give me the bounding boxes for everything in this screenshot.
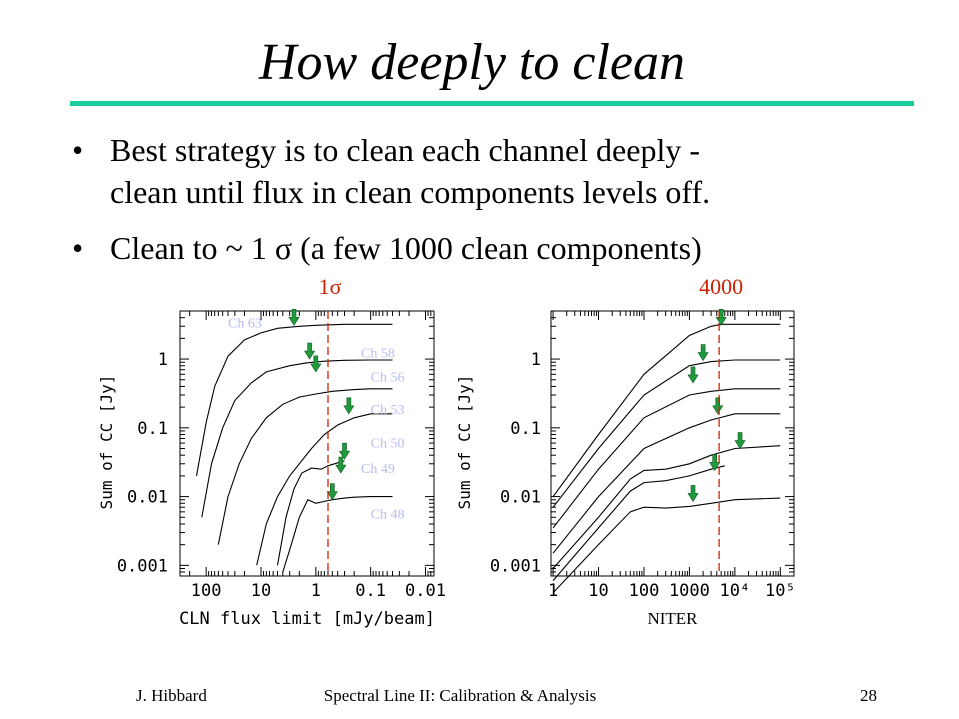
arrow-marker (326, 483, 338, 501)
marker-label: 4000 (699, 274, 743, 299)
y-tick-label: 0.01 (500, 488, 541, 508)
x-tick-label: 10 (251, 581, 271, 601)
x-tick-label: 100 (629, 581, 660, 601)
arrow-marker (288, 308, 300, 326)
arrow-marker (335, 456, 347, 474)
x-tick-label: 10⁴ (720, 581, 751, 601)
bullet-1-line-2: clean until flux in clean components lev… (110, 174, 711, 210)
bullet-1-line-1: Best strategy is to clean each channel d… (110, 132, 700, 168)
plot-frame (550, 310, 795, 577)
bullet-dot: • (72, 132, 84, 168)
channel-label: Ch 58 (361, 347, 395, 362)
chart-2: 1 10 100 1000 10⁴ 10⁵ 0.001 0.01 0.1 1 NITER Sum of… (455, 274, 796, 628)
y-axis-label: Sum of CC [Jy] (97, 375, 116, 510)
title-rule (70, 101, 914, 106)
footer-author: J. Hibbard (136, 686, 207, 705)
charts: 100 10 1 0.1 0.01 0.001 0.01 0.1 1 CLN flux limit… (97, 274, 796, 629)
footer-course: Spectral Line II: Calibration & Analysis (323, 686, 597, 705)
channel-label: Ch 48 (371, 508, 405, 523)
channel-label: Ch 63 (228, 316, 262, 331)
series-line-7 (552, 497, 781, 594)
series-line-1 (552, 323, 781, 497)
series-line-6 (282, 496, 393, 573)
series-line-5 (552, 445, 781, 569)
arrow-marker (709, 454, 721, 472)
series-line-2 (201, 359, 393, 518)
x-tick-label: 100 (191, 581, 222, 601)
y-tick-label: 0.1 (137, 419, 168, 439)
x-tick-label: 0.1 (355, 581, 386, 601)
x-tick-label: 1000 (669, 581, 710, 601)
arrow-marker (697, 344, 709, 362)
arrow-marker (310, 355, 322, 373)
channel-label: Ch 53 (371, 403, 405, 418)
x-tick-label: 10 (588, 581, 608, 601)
bullet-2-line-1: Clean to ~ 1 σ (a few 1000 clean compone… (110, 230, 702, 266)
series-line-3 (552, 388, 781, 529)
series-line-4 (552, 413, 781, 554)
x-tick-label: 0.01 (405, 581, 446, 601)
series-line-6 (552, 465, 725, 581)
series-line-5 (276, 460, 345, 566)
arrow-marker (304, 342, 316, 360)
x-axis-label: NITER (647, 609, 698, 628)
y-tick-label: 1 (531, 350, 541, 370)
y-tick-label: 0.1 (510, 419, 541, 439)
series-line-1 (195, 323, 393, 476)
y-tick-label: 0.01 (127, 488, 168, 508)
x-tick-label: 1 (311, 581, 321, 601)
y-axis-label: Sum of CC [Jy] (455, 375, 474, 510)
y-tick-label: 1 (158, 350, 168, 370)
x-axis-label: CLN flux limit [mJy/beam] (179, 609, 435, 629)
arrow-marker (343, 397, 355, 415)
arrow-marker (734, 432, 746, 450)
arrow-marker (712, 397, 724, 415)
marker-label: 1σ (319, 274, 342, 299)
chart-1: 100 10 1 0.1 0.01 0.001 0.01 0.1 1 CLN flux limit… (97, 274, 446, 629)
y-tick-label: 0.001 (117, 556, 168, 576)
x-tick-label: 1 (548, 581, 558, 601)
footer-page-number: 28 (860, 686, 877, 705)
x-tick-label: 10⁵ (765, 581, 796, 601)
series-line-4 (256, 413, 393, 566)
arrow-marker (687, 485, 699, 503)
slide-title: How deeply to clean (259, 34, 685, 91)
series-line-2 (552, 359, 781, 508)
bullet-dot: • (72, 230, 84, 266)
y-tick-label: 0.001 (490, 556, 541, 576)
channel-label: Ch 49 (361, 462, 395, 477)
series-line-3 (217, 388, 393, 545)
arrow-marker (338, 442, 351, 460)
arrow-marker (687, 366, 699, 384)
channel-label: Ch 50 (371, 436, 405, 451)
channel-label: Ch 56 (371, 371, 405, 386)
